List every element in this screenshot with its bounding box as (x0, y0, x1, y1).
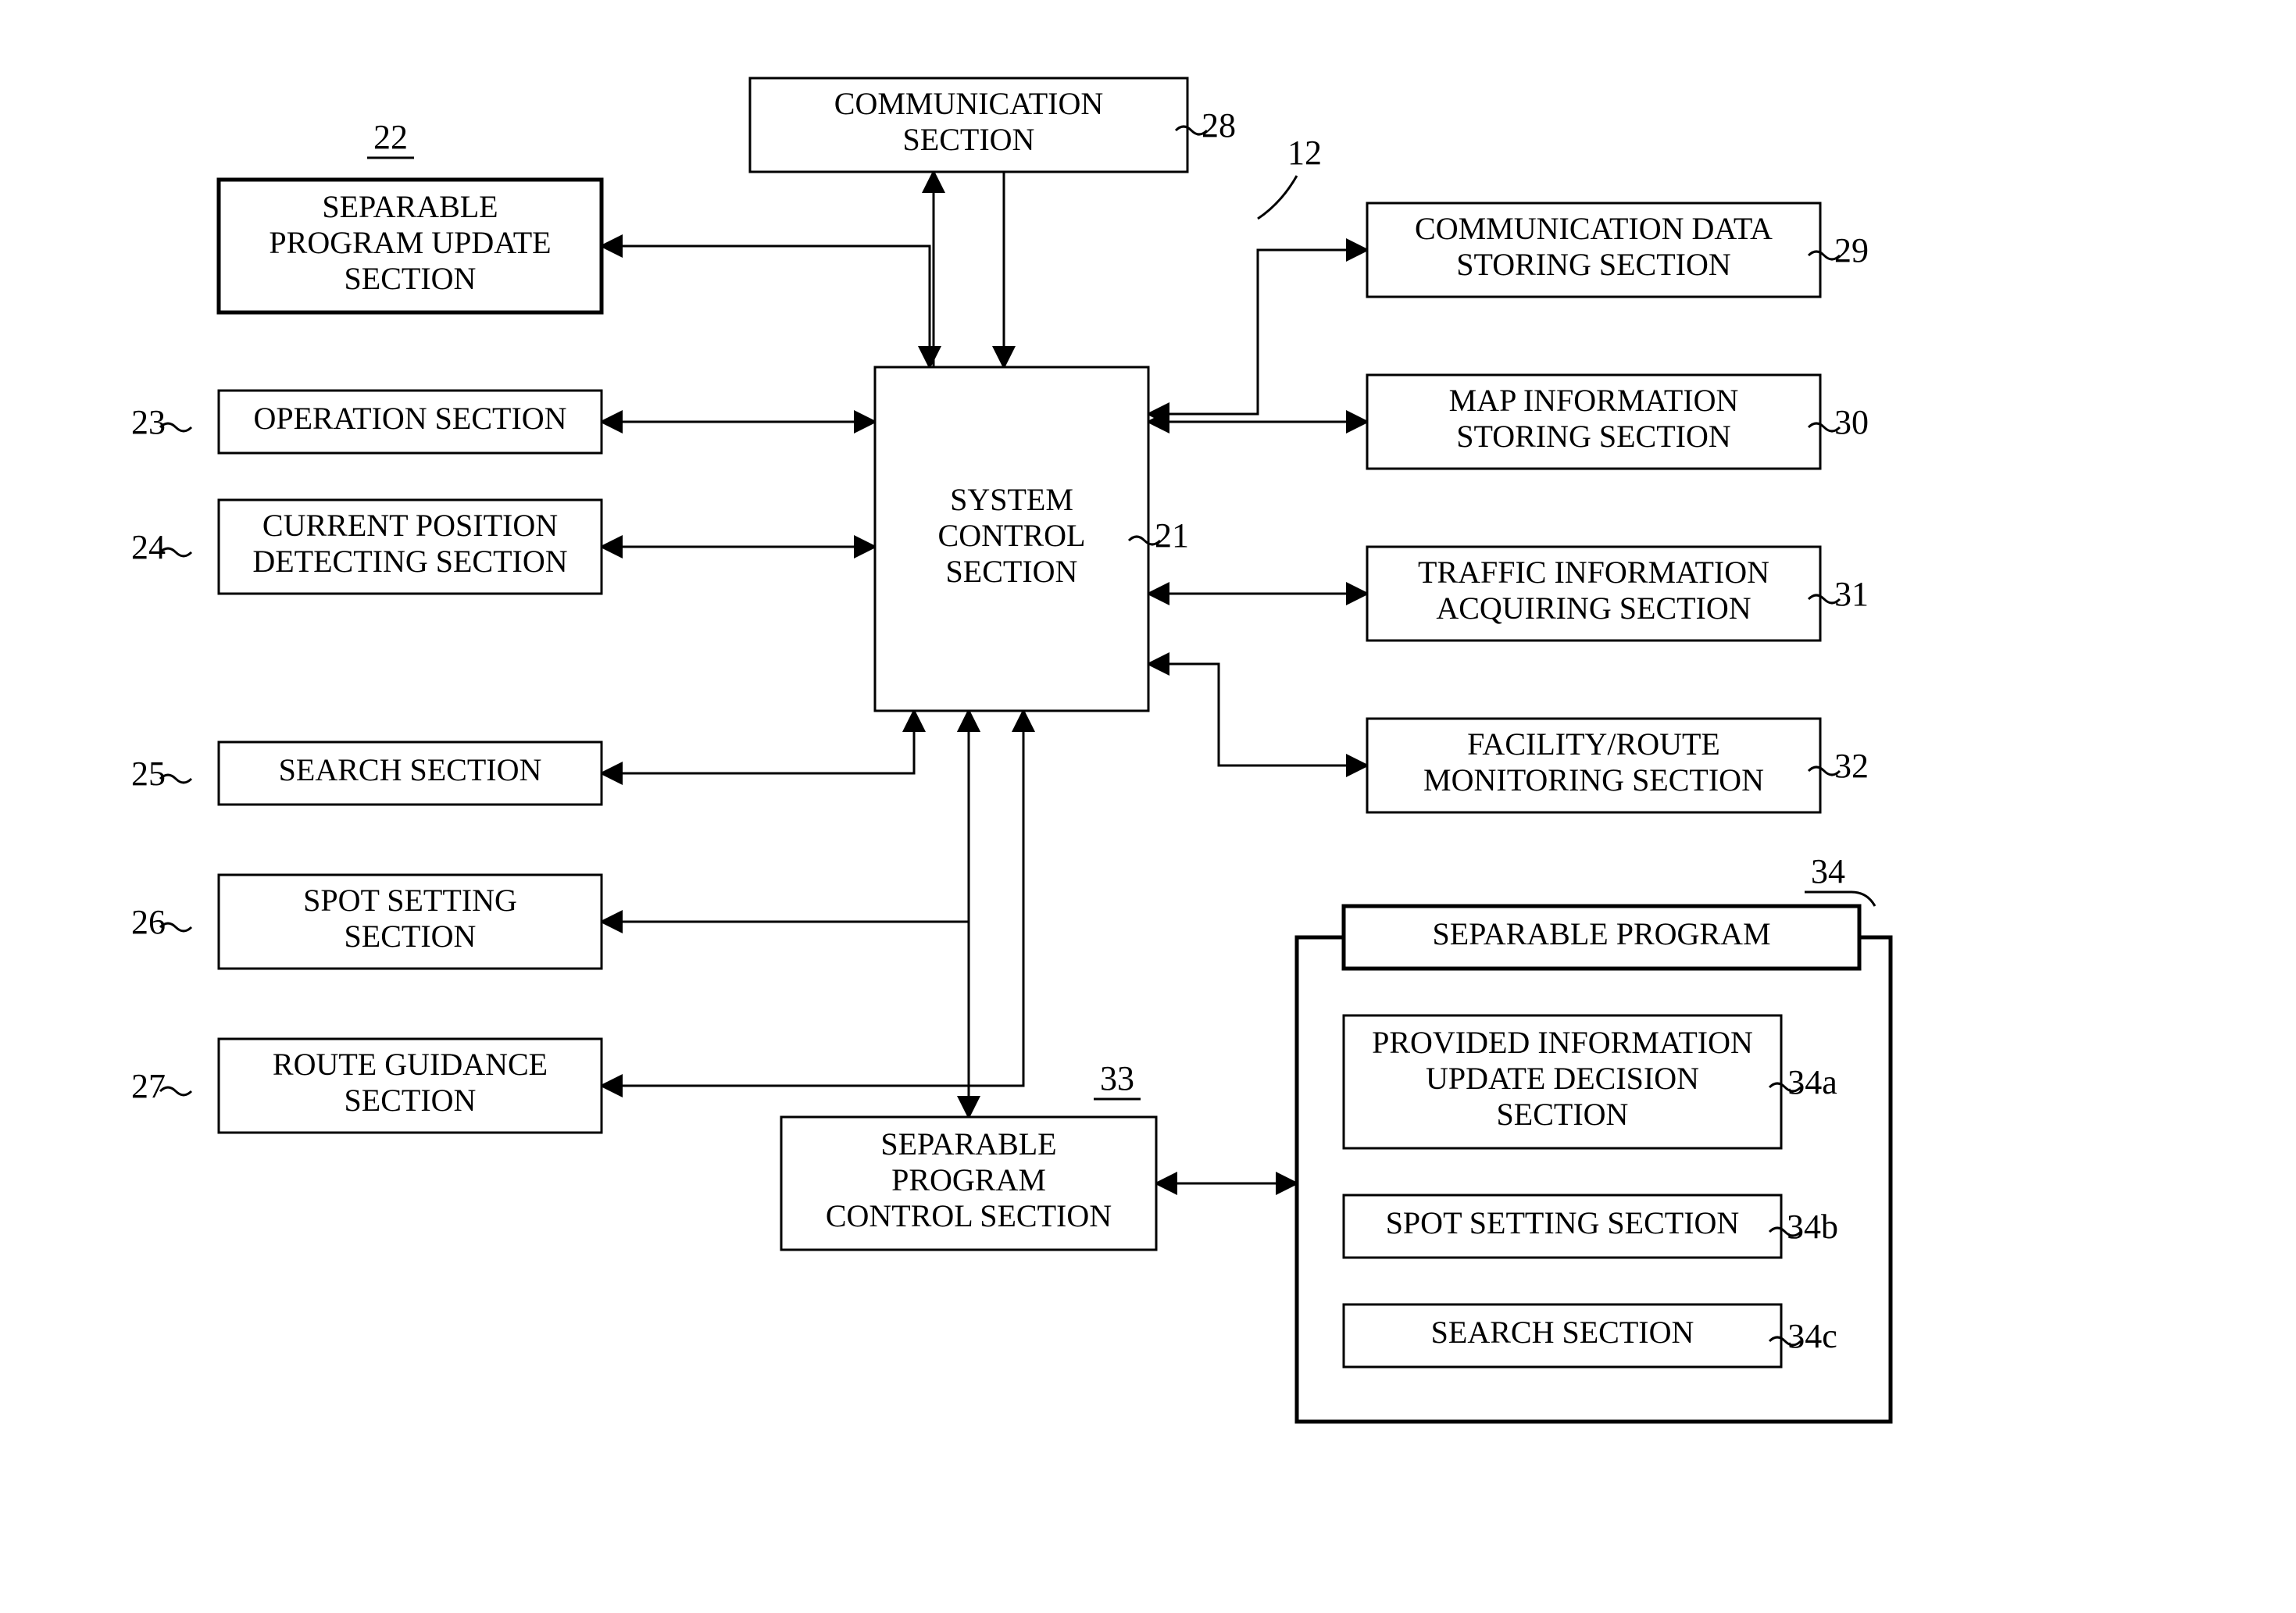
ref-label-34: 34 (1811, 852, 1845, 890)
box-label-b34a-1: UPDATE DECISION (1426, 1061, 1699, 1096)
box-label-b22-2: SECTION (345, 261, 477, 296)
box-label-b34a-0: PROVIDED INFORMATION (1372, 1025, 1753, 1060)
ref-label-32: 32 (1834, 747, 1869, 785)
box-label-b31-0: TRAFFIC INFORMATION (1418, 555, 1769, 590)
box-label-b33-1: PROGRAM (891, 1162, 1046, 1197)
connector (1148, 664, 1367, 765)
ref-label-28: 28 (1202, 106, 1236, 145)
box-label-b24-1: DETECTING SECTION (252, 544, 567, 579)
ref-label-12: 12 (1287, 134, 1322, 172)
ref-label-34b: 34b (1787, 1208, 1838, 1246)
ref-label-34a: 34a (1787, 1063, 1837, 1101)
box-label-b34c-0: SEARCH SECTION (1431, 1315, 1694, 1350)
box-label-b30-0: MAP INFORMATION (1449, 383, 1739, 418)
connector (602, 711, 914, 773)
ref-label-29: 29 (1834, 231, 1869, 269)
ref-label-26: 26 (131, 903, 166, 941)
ref-label-33: 33 (1100, 1059, 1134, 1097)
ref-label-34c: 34c (1787, 1317, 1837, 1355)
ref-label-22: 22 (373, 118, 408, 156)
ref-label-23: 23 (131, 403, 166, 441)
box-label-b33-2: CONTROL SECTION (826, 1198, 1112, 1233)
box-label-b32-0: FACILITY/ROUTE (1467, 726, 1720, 762)
ref-label-27: 27 (131, 1067, 166, 1105)
box-label-b28-1: SECTION (903, 122, 1035, 157)
connector (1148, 250, 1367, 414)
box-label-b30-1: STORING SECTION (1456, 419, 1731, 454)
box-label-b34b-0: SPOT SETTING SECTION (1386, 1205, 1740, 1240)
ref-label-30: 30 (1834, 403, 1869, 441)
box-label-b24-0: CURRENT POSITION (262, 508, 558, 543)
box-label-b21-1: CONTROL (938, 518, 1086, 553)
diagram-canvas: SYSTEMCONTROLSECTIONSEPARABLEPROGRAM UPD… (0, 0, 2296, 1613)
connector (602, 711, 1023, 1086)
box-label-b33-0: SEPARABLE (880, 1126, 1056, 1162)
box-label-b21-2: SECTION (946, 554, 1078, 589)
box-label-b31-1: ACQUIRING SECTION (1436, 591, 1751, 626)
box-label-b22-1: PROGRAM UPDATE (269, 225, 551, 260)
box-label-b32-1: MONITORING SECTION (1423, 762, 1764, 798)
box-label-b29-0: COMMUNICATION DATA (1415, 211, 1773, 246)
box-label-b27-0: ROUTE GUIDANCE (273, 1047, 548, 1082)
box-label-b26-0: SPOT SETTING (303, 883, 517, 918)
box-label-b25-0: SEARCH SECTION (279, 752, 542, 787)
box-label-b22-0: SEPARABLE (322, 189, 498, 224)
box-label-b23-0: OPERATION SECTION (253, 401, 566, 436)
connector (602, 246, 930, 367)
box-label-b34-0: SEPARABLE PROGRAM (1432, 916, 1770, 951)
ref-label-25: 25 (131, 755, 166, 793)
box-label-b27-1: SECTION (345, 1083, 477, 1118)
box-label-b28-0: COMMUNICATION (834, 86, 1103, 121)
ref-label-31: 31 (1834, 575, 1869, 613)
box-label-b34a-2: SECTION (1497, 1097, 1629, 1132)
ref-label-24: 24 (131, 528, 166, 566)
ref-label-21: 21 (1155, 516, 1189, 555)
box-label-b26-1: SECTION (345, 919, 477, 954)
box-label-b29-1: STORING SECTION (1456, 247, 1731, 282)
box-label-b21-0: SYSTEM (950, 482, 1073, 517)
